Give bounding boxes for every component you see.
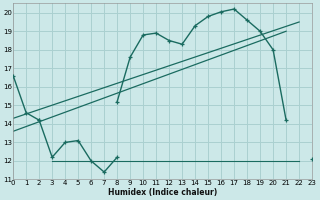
X-axis label: Humidex (Indice chaleur): Humidex (Indice chaleur) [108,188,217,197]
